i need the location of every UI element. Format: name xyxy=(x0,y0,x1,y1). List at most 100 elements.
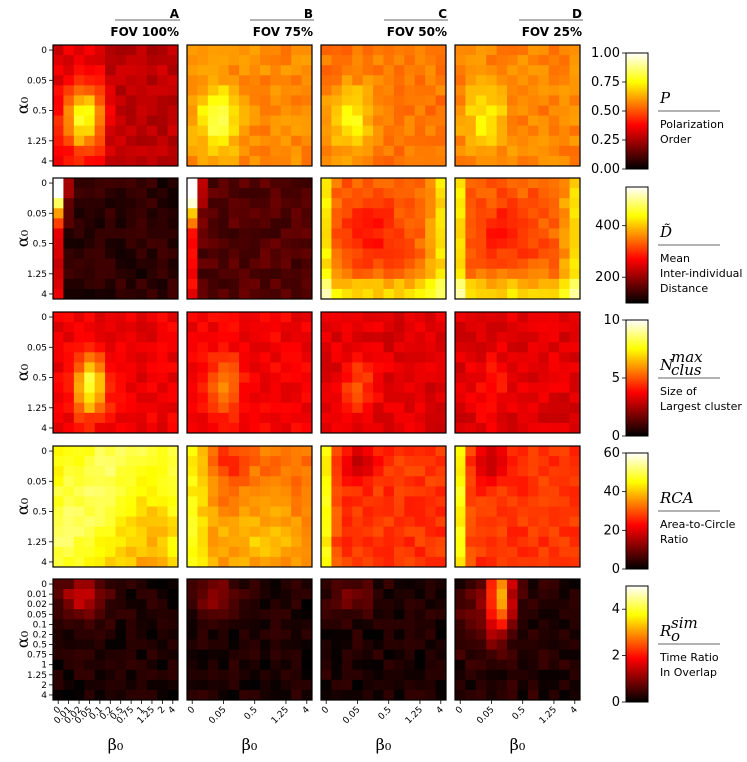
heatmap-cell xyxy=(393,556,405,568)
heatmap-cell xyxy=(73,288,85,300)
heatmap-cell xyxy=(167,218,179,229)
heatmap-cell xyxy=(425,188,436,199)
heatmap-cell xyxy=(373,629,384,640)
heatmap-cell xyxy=(455,352,466,363)
heatmap-cell xyxy=(167,402,179,414)
heatmap-cell xyxy=(239,352,250,363)
heatmap-cell xyxy=(259,105,271,116)
heatmap-cell xyxy=(414,352,426,363)
heatmap-cell xyxy=(157,322,168,333)
heatmap-cell xyxy=(341,218,353,229)
heatmap-cell xyxy=(496,516,508,528)
heatmap-cell xyxy=(507,332,518,343)
heatmap-cell xyxy=(527,322,539,333)
heatmap-cell xyxy=(187,75,198,86)
heatmap-cell xyxy=(496,115,508,127)
metric-description-line: Mean xyxy=(660,252,690,265)
heatmap-cell xyxy=(301,218,313,229)
y-axis-label: α₀ xyxy=(13,498,32,515)
heatmap-cell xyxy=(569,486,581,497)
heatmap-cell xyxy=(383,198,395,209)
heatmap-cell xyxy=(559,382,570,394)
heatmap-cell xyxy=(94,208,106,219)
heatmap-cell xyxy=(207,609,219,620)
heatmap-cell xyxy=(496,198,508,209)
heatmap-cell xyxy=(321,322,332,333)
heatmap-cell xyxy=(538,506,550,517)
heatmap-cell xyxy=(239,639,250,650)
colorbar-tick-label: 4 xyxy=(612,602,620,617)
heatmap-cell xyxy=(167,342,179,353)
heatmap-cell xyxy=(197,208,209,219)
heatmap-cell xyxy=(73,75,85,86)
heatmap-cell xyxy=(280,476,292,487)
heatmap-cell xyxy=(362,466,374,477)
heatmap-cell xyxy=(404,679,416,691)
metric-description-line: Inter-individual xyxy=(660,267,742,280)
heatmap-cell xyxy=(105,55,116,66)
heatmap-cell xyxy=(548,45,560,56)
heatmap-cell xyxy=(383,135,395,147)
heatmap-cell xyxy=(63,659,75,671)
heatmap-cell xyxy=(115,178,127,189)
heatmap-cell xyxy=(404,115,416,127)
heatmap-cell xyxy=(507,589,518,600)
heatmap-cell xyxy=(125,352,137,363)
heatmap-cell xyxy=(548,248,560,260)
heatmap-cell xyxy=(414,402,426,414)
heatmap-cell xyxy=(507,115,518,127)
heatmap-cell xyxy=(331,135,343,147)
heatmap-cell xyxy=(404,288,416,300)
heatmap-cell xyxy=(404,689,416,701)
heatmap-cell xyxy=(136,556,148,568)
heatmap-cell xyxy=(538,228,550,239)
heatmap-cell xyxy=(538,679,550,691)
heatmap-cell xyxy=(136,115,148,127)
heatmap-cell xyxy=(486,412,498,424)
heatmap-cell xyxy=(527,208,539,219)
heatmap-cell xyxy=(352,689,364,701)
x-tick-label: 4 xyxy=(435,705,446,716)
heatmap-cell xyxy=(321,188,332,199)
heatmap-cell xyxy=(425,446,436,457)
heatmap-cell xyxy=(63,115,75,127)
heatmap-cell xyxy=(146,65,158,76)
x-axis-label: β₀ xyxy=(242,735,258,754)
heatmap-cell xyxy=(73,639,85,650)
heatmap-cell xyxy=(53,105,64,116)
heatmap-cell xyxy=(218,639,230,650)
heatmap-cell xyxy=(187,669,198,681)
heatmap-cell xyxy=(280,536,292,548)
heatmap-cell xyxy=(362,589,374,600)
heatmap-cell xyxy=(425,135,436,147)
heatmap-cell xyxy=(73,382,85,394)
heatmap-cell xyxy=(94,556,106,568)
heatmap-cell xyxy=(383,95,395,106)
heatmap-cell xyxy=(373,516,384,528)
heatmap-cell xyxy=(373,342,384,353)
heatmap-cell xyxy=(115,599,127,610)
heatmap-cell xyxy=(53,589,64,600)
heatmap-cell xyxy=(393,75,405,86)
heatmap-cell xyxy=(496,288,508,300)
heatmap-cell xyxy=(259,248,271,260)
heatmap-cell xyxy=(331,45,343,56)
heatmap-cell xyxy=(341,422,353,434)
heatmap-cell xyxy=(228,516,240,528)
colorbar-gradient xyxy=(625,452,649,570)
heatmap-cell xyxy=(455,332,466,343)
heatmap-cell xyxy=(249,322,261,333)
heatmap-cell xyxy=(239,135,250,147)
heatmap-cell xyxy=(136,248,148,260)
heatmap-cell xyxy=(475,278,487,290)
heatmap-cell xyxy=(538,45,550,56)
heatmap-cell xyxy=(527,362,539,373)
heatmap-cell xyxy=(218,362,230,373)
heatmap-cell xyxy=(373,332,384,343)
heatmap-cell xyxy=(280,446,292,457)
heatmap-cell xyxy=(569,476,581,487)
heatmap-cell xyxy=(167,476,179,487)
y-tick-label: 4 xyxy=(41,157,47,167)
heatmap-cell xyxy=(53,619,64,630)
heatmap-cell xyxy=(146,546,158,558)
